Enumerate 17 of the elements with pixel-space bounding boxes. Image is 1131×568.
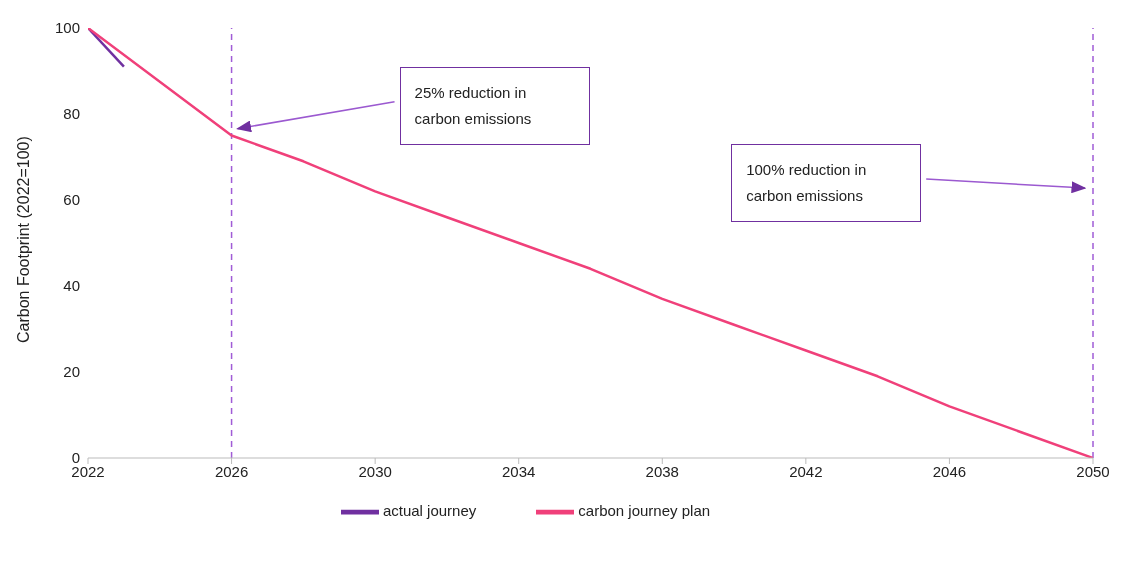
x-tick-label: 2034 (502, 462, 536, 480)
y-tick-label: 40 (63, 277, 80, 295)
legend-label: carbon journey plan (578, 501, 711, 519)
y-tick-label: 20 (63, 363, 80, 381)
x-tick-label: 2042 (789, 462, 823, 480)
legend-label: actual journey (382, 501, 477, 519)
y-tick-label: 60 (63, 191, 80, 209)
y-axis-title: Carbon Footprint (2022=100) (14, 136, 32, 343)
x-tick-label: 2046 (932, 462, 967, 480)
annotation: 100% reduction in carbon emissions (731, 144, 922, 223)
y-tick-label: 80 (63, 105, 80, 123)
y-tick-label: 100 (54, 19, 80, 37)
x-tick-label: 2050 (1076, 462, 1110, 480)
x-tick-label: 2026 (214, 462, 249, 480)
x-tick-label: 2030 (358, 462, 392, 480)
x-tick-label: 2038 (645, 462, 679, 480)
annotation: 25% reduction in carbon emissions (399, 66, 590, 145)
